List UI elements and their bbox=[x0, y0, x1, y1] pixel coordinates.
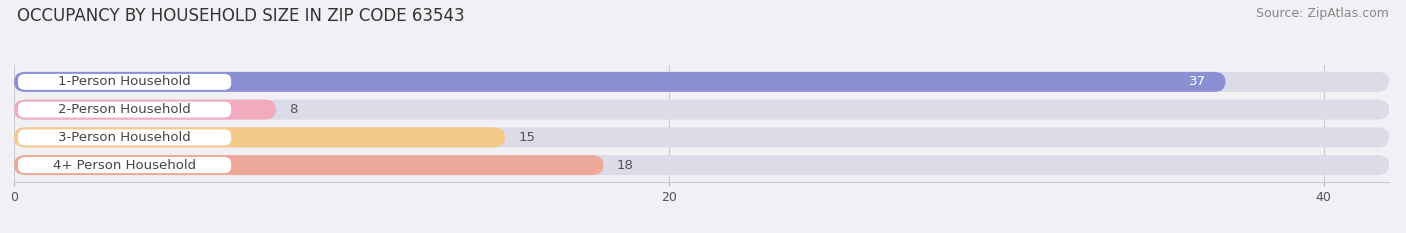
FancyBboxPatch shape bbox=[18, 157, 231, 173]
Text: 18: 18 bbox=[616, 159, 633, 171]
Text: OCCUPANCY BY HOUSEHOLD SIZE IN ZIP CODE 63543: OCCUPANCY BY HOUSEHOLD SIZE IN ZIP CODE … bbox=[17, 7, 464, 25]
Text: 3-Person Household: 3-Person Household bbox=[58, 131, 191, 144]
FancyBboxPatch shape bbox=[14, 127, 505, 147]
Text: 1-Person Household: 1-Person Household bbox=[58, 75, 191, 88]
FancyBboxPatch shape bbox=[14, 100, 1389, 120]
FancyBboxPatch shape bbox=[18, 102, 231, 118]
FancyBboxPatch shape bbox=[18, 74, 231, 90]
FancyBboxPatch shape bbox=[14, 155, 1389, 175]
FancyBboxPatch shape bbox=[14, 100, 276, 120]
FancyBboxPatch shape bbox=[18, 129, 231, 145]
Text: 8: 8 bbox=[290, 103, 298, 116]
FancyBboxPatch shape bbox=[14, 155, 603, 175]
FancyBboxPatch shape bbox=[14, 72, 1389, 92]
FancyBboxPatch shape bbox=[14, 72, 1226, 92]
Text: 4+ Person Household: 4+ Person Household bbox=[53, 159, 195, 171]
FancyBboxPatch shape bbox=[14, 127, 1389, 147]
Text: 37: 37 bbox=[1189, 75, 1206, 88]
Text: Source: ZipAtlas.com: Source: ZipAtlas.com bbox=[1256, 7, 1389, 20]
Text: 2-Person Household: 2-Person Household bbox=[58, 103, 191, 116]
Text: 15: 15 bbox=[519, 131, 536, 144]
